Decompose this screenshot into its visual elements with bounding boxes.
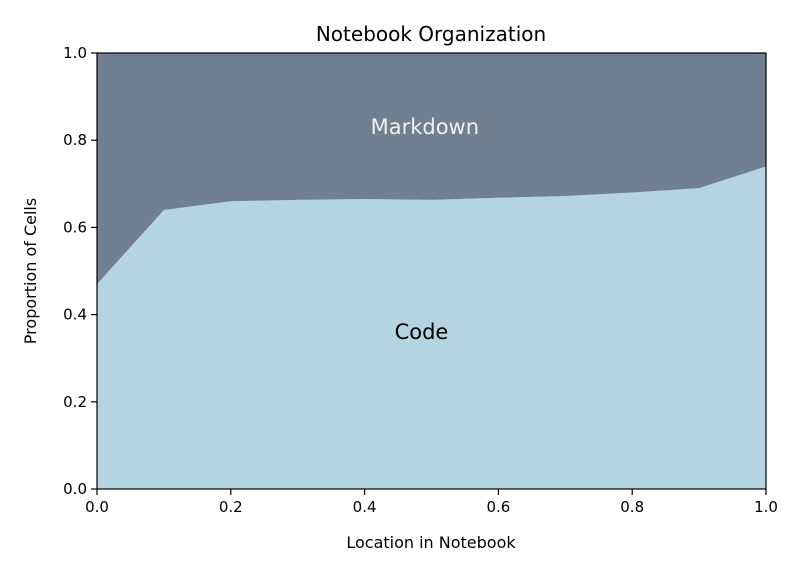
y-tick-label: 0.2 bbox=[63, 393, 87, 411]
y-tick-label: 0.0 bbox=[63, 480, 87, 498]
area-layer bbox=[97, 53, 766, 490]
x-tick-label: 0.6 bbox=[486, 498, 510, 516]
area-code bbox=[97, 166, 766, 490]
plot-frame bbox=[96, 52, 767, 490]
x-tick-label: 0.0 bbox=[85, 498, 109, 516]
x-axis: 0.0 0.2 0.4 0.6 0.8 1.0 bbox=[85, 489, 778, 516]
y-tick-label: 0.4 bbox=[63, 306, 87, 324]
annotation-markdown: Markdown bbox=[371, 115, 479, 139]
y-axis: 0.0 0.2 0.4 0.6 0.8 1.0 bbox=[63, 44, 97, 498]
y-tick-label: 0.6 bbox=[63, 218, 87, 236]
x-tick-label: 0.8 bbox=[620, 498, 644, 516]
area-markdown bbox=[97, 53, 766, 285]
y-tick-label: 1.0 bbox=[63, 44, 87, 62]
chart-title: Notebook Organization bbox=[316, 22, 546, 46]
x-tick-label: 0.2 bbox=[219, 498, 243, 516]
annotation-code: Code bbox=[395, 320, 449, 344]
y-axis-title: Proportion of Cells bbox=[21, 198, 40, 344]
y-tick-label: 0.8 bbox=[63, 131, 87, 149]
x-axis-title: Location in Notebook bbox=[346, 533, 516, 552]
x-tick-label: 1.0 bbox=[754, 498, 778, 516]
annotation-layer: Code Markdown bbox=[371, 115, 479, 344]
x-tick-label: 0.4 bbox=[353, 498, 377, 516]
